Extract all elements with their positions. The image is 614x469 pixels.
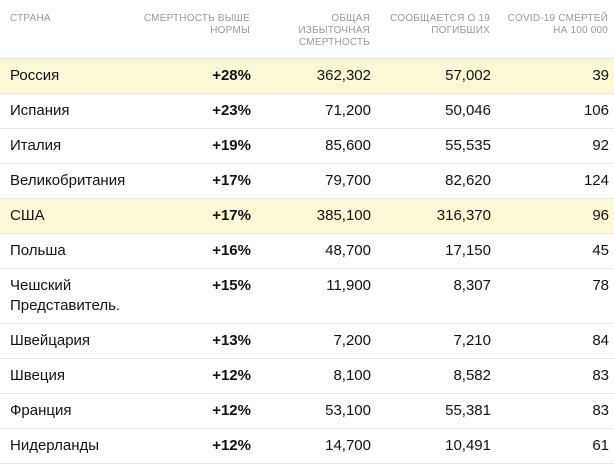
table-row: Польша +16% 48,700 17,150 45 bbox=[0, 233, 614, 269]
cell-per-100k: 45 bbox=[496, 233, 614, 269]
header-excess[interactable]: СМЕРТНОСТЬ ВЫШЕ НОРМЫ bbox=[130, 0, 256, 59]
cell-excess: +12% bbox=[130, 358, 256, 394]
cell-reported: 8,307 bbox=[376, 268, 496, 324]
cell-per-100k: 106 bbox=[496, 93, 614, 129]
table-row: Россия +28% 362,302 57,002 39 bbox=[0, 58, 614, 94]
table-row: США +17% 385,100 316,370 96 bbox=[0, 198, 614, 234]
header-total-excess[interactable]: ОБЩАЯ ИЗБЫТОЧНАЯ СМЕРТНОСТЬ bbox=[256, 0, 376, 59]
cell-excess: +17% bbox=[130, 163, 256, 199]
header-row: СТРАНА СМЕРТНОСТЬ ВЫШЕ НОРМЫ ОБЩАЯ ИЗБЫТ… bbox=[0, 0, 614, 59]
cell-excess: +16% bbox=[130, 233, 256, 269]
cell-country: Франция bbox=[0, 393, 130, 429]
table-row: Испания +23% 71,200 50,046 106 bbox=[0, 93, 614, 129]
cell-country: Великобритания bbox=[0, 163, 130, 199]
cell-per-100k: 124 bbox=[496, 163, 614, 199]
cell-reported: 55,535 bbox=[376, 128, 496, 164]
header-reported[interactable]: СООБЩАЕТСЯ О 19 ПОГИБШИХ bbox=[376, 0, 496, 59]
cell-per-100k: 83 bbox=[496, 358, 614, 394]
cell-excess: +17% bbox=[130, 198, 256, 234]
cell-country: Италия bbox=[0, 128, 130, 164]
cell-total-excess: 48,700 bbox=[256, 233, 376, 269]
cell-per-100k: 39 bbox=[496, 58, 614, 94]
cell-total-excess: 14,700 bbox=[256, 428, 376, 464]
cell-total-excess: 79,700 bbox=[256, 163, 376, 199]
cell-total-excess: 11,900 bbox=[256, 268, 376, 324]
cell-country: Швеция bbox=[0, 358, 130, 394]
cell-excess: +12% bbox=[130, 428, 256, 464]
header-country[interactable]: СТРАНА bbox=[0, 0, 130, 59]
cell-reported: 57,002 bbox=[376, 58, 496, 94]
cell-reported: 55,381 bbox=[376, 393, 496, 429]
cell-total-excess: 7,200 bbox=[256, 323, 376, 359]
table-header: СТРАНА СМЕРТНОСТЬ ВЫШЕ НОРМЫ ОБЩАЯ ИЗБЫТ… bbox=[0, 0, 614, 59]
table-row: Швейцария +13% 7,200 7,210 84 bbox=[0, 323, 614, 359]
cell-excess: +12% bbox=[130, 393, 256, 429]
cell-per-100k: 84 bbox=[496, 323, 614, 359]
header-per-100k[interactable]: COVID-19 СМЕРТЕЙ НА 100 000 bbox=[496, 0, 614, 59]
table-row: Великобритания +17% 79,700 82,620 124 bbox=[0, 163, 614, 199]
cell-excess: +19% bbox=[130, 128, 256, 164]
cell-total-excess: 85,600 bbox=[256, 128, 376, 164]
cell-country: Испания bbox=[0, 93, 130, 129]
cell-per-100k: 96 bbox=[496, 198, 614, 234]
cell-excess: +15% bbox=[130, 268, 256, 324]
cell-per-100k: 78 bbox=[496, 268, 614, 324]
cell-total-excess: 385,100 bbox=[256, 198, 376, 234]
table-row: Швеция +12% 8,100 8,582 83 bbox=[0, 358, 614, 394]
cell-reported: 50,046 bbox=[376, 93, 496, 129]
cell-reported: 7,210 bbox=[376, 323, 496, 359]
cell-reported: 82,620 bbox=[376, 163, 496, 199]
cell-total-excess: 53,100 bbox=[256, 393, 376, 429]
table-row: Нидерланды +12% 14,700 10,491 61 bbox=[0, 428, 614, 464]
cell-country: Чешский Представитель. bbox=[0, 268, 130, 324]
cell-excess: +23% bbox=[130, 93, 256, 129]
cell-reported: 17,150 bbox=[376, 233, 496, 269]
cell-per-100k: 83 bbox=[496, 393, 614, 429]
table-body: Россия +28% 362,302 57,002 39 Испания +2… bbox=[0, 58, 614, 464]
table-row: Италия +19% 85,600 55,535 92 bbox=[0, 128, 614, 164]
cell-per-100k: 61 bbox=[496, 428, 614, 464]
cell-country: Польша bbox=[0, 233, 130, 269]
cell-reported: 316,370 bbox=[376, 198, 496, 234]
cell-excess: +28% bbox=[130, 58, 256, 94]
cell-per-100k: 92 bbox=[496, 128, 614, 164]
cell-total-excess: 8,100 bbox=[256, 358, 376, 394]
cell-reported: 10,491 bbox=[376, 428, 496, 464]
cell-total-excess: 71,200 bbox=[256, 93, 376, 129]
cell-country: Нидерланды bbox=[0, 428, 130, 464]
cell-country: Швейцария bbox=[0, 323, 130, 359]
table-row: Чешский Представитель. +15% 11,900 8,307… bbox=[0, 268, 614, 324]
cell-country: Россия bbox=[0, 58, 130, 94]
table-row: Франция +12% 53,100 55,381 83 bbox=[0, 393, 614, 429]
cell-reported: 8,582 bbox=[376, 358, 496, 394]
cell-excess: +13% bbox=[130, 323, 256, 359]
cell-country: США bbox=[0, 198, 130, 234]
cell-total-excess: 362,302 bbox=[256, 58, 376, 94]
